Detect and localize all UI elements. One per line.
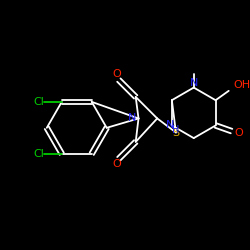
Text: O: O	[112, 159, 121, 169]
Text: Cl: Cl	[33, 149, 44, 159]
Text: S: S	[172, 128, 180, 138]
Text: N: N	[166, 120, 174, 130]
Text: H: H	[172, 125, 179, 135]
Text: O: O	[235, 128, 244, 138]
Text: OH: OH	[234, 80, 250, 90]
Text: Cl: Cl	[33, 97, 44, 107]
Text: N: N	[128, 114, 136, 124]
Text: O: O	[112, 70, 121, 80]
Text: N: N	[190, 78, 198, 88]
